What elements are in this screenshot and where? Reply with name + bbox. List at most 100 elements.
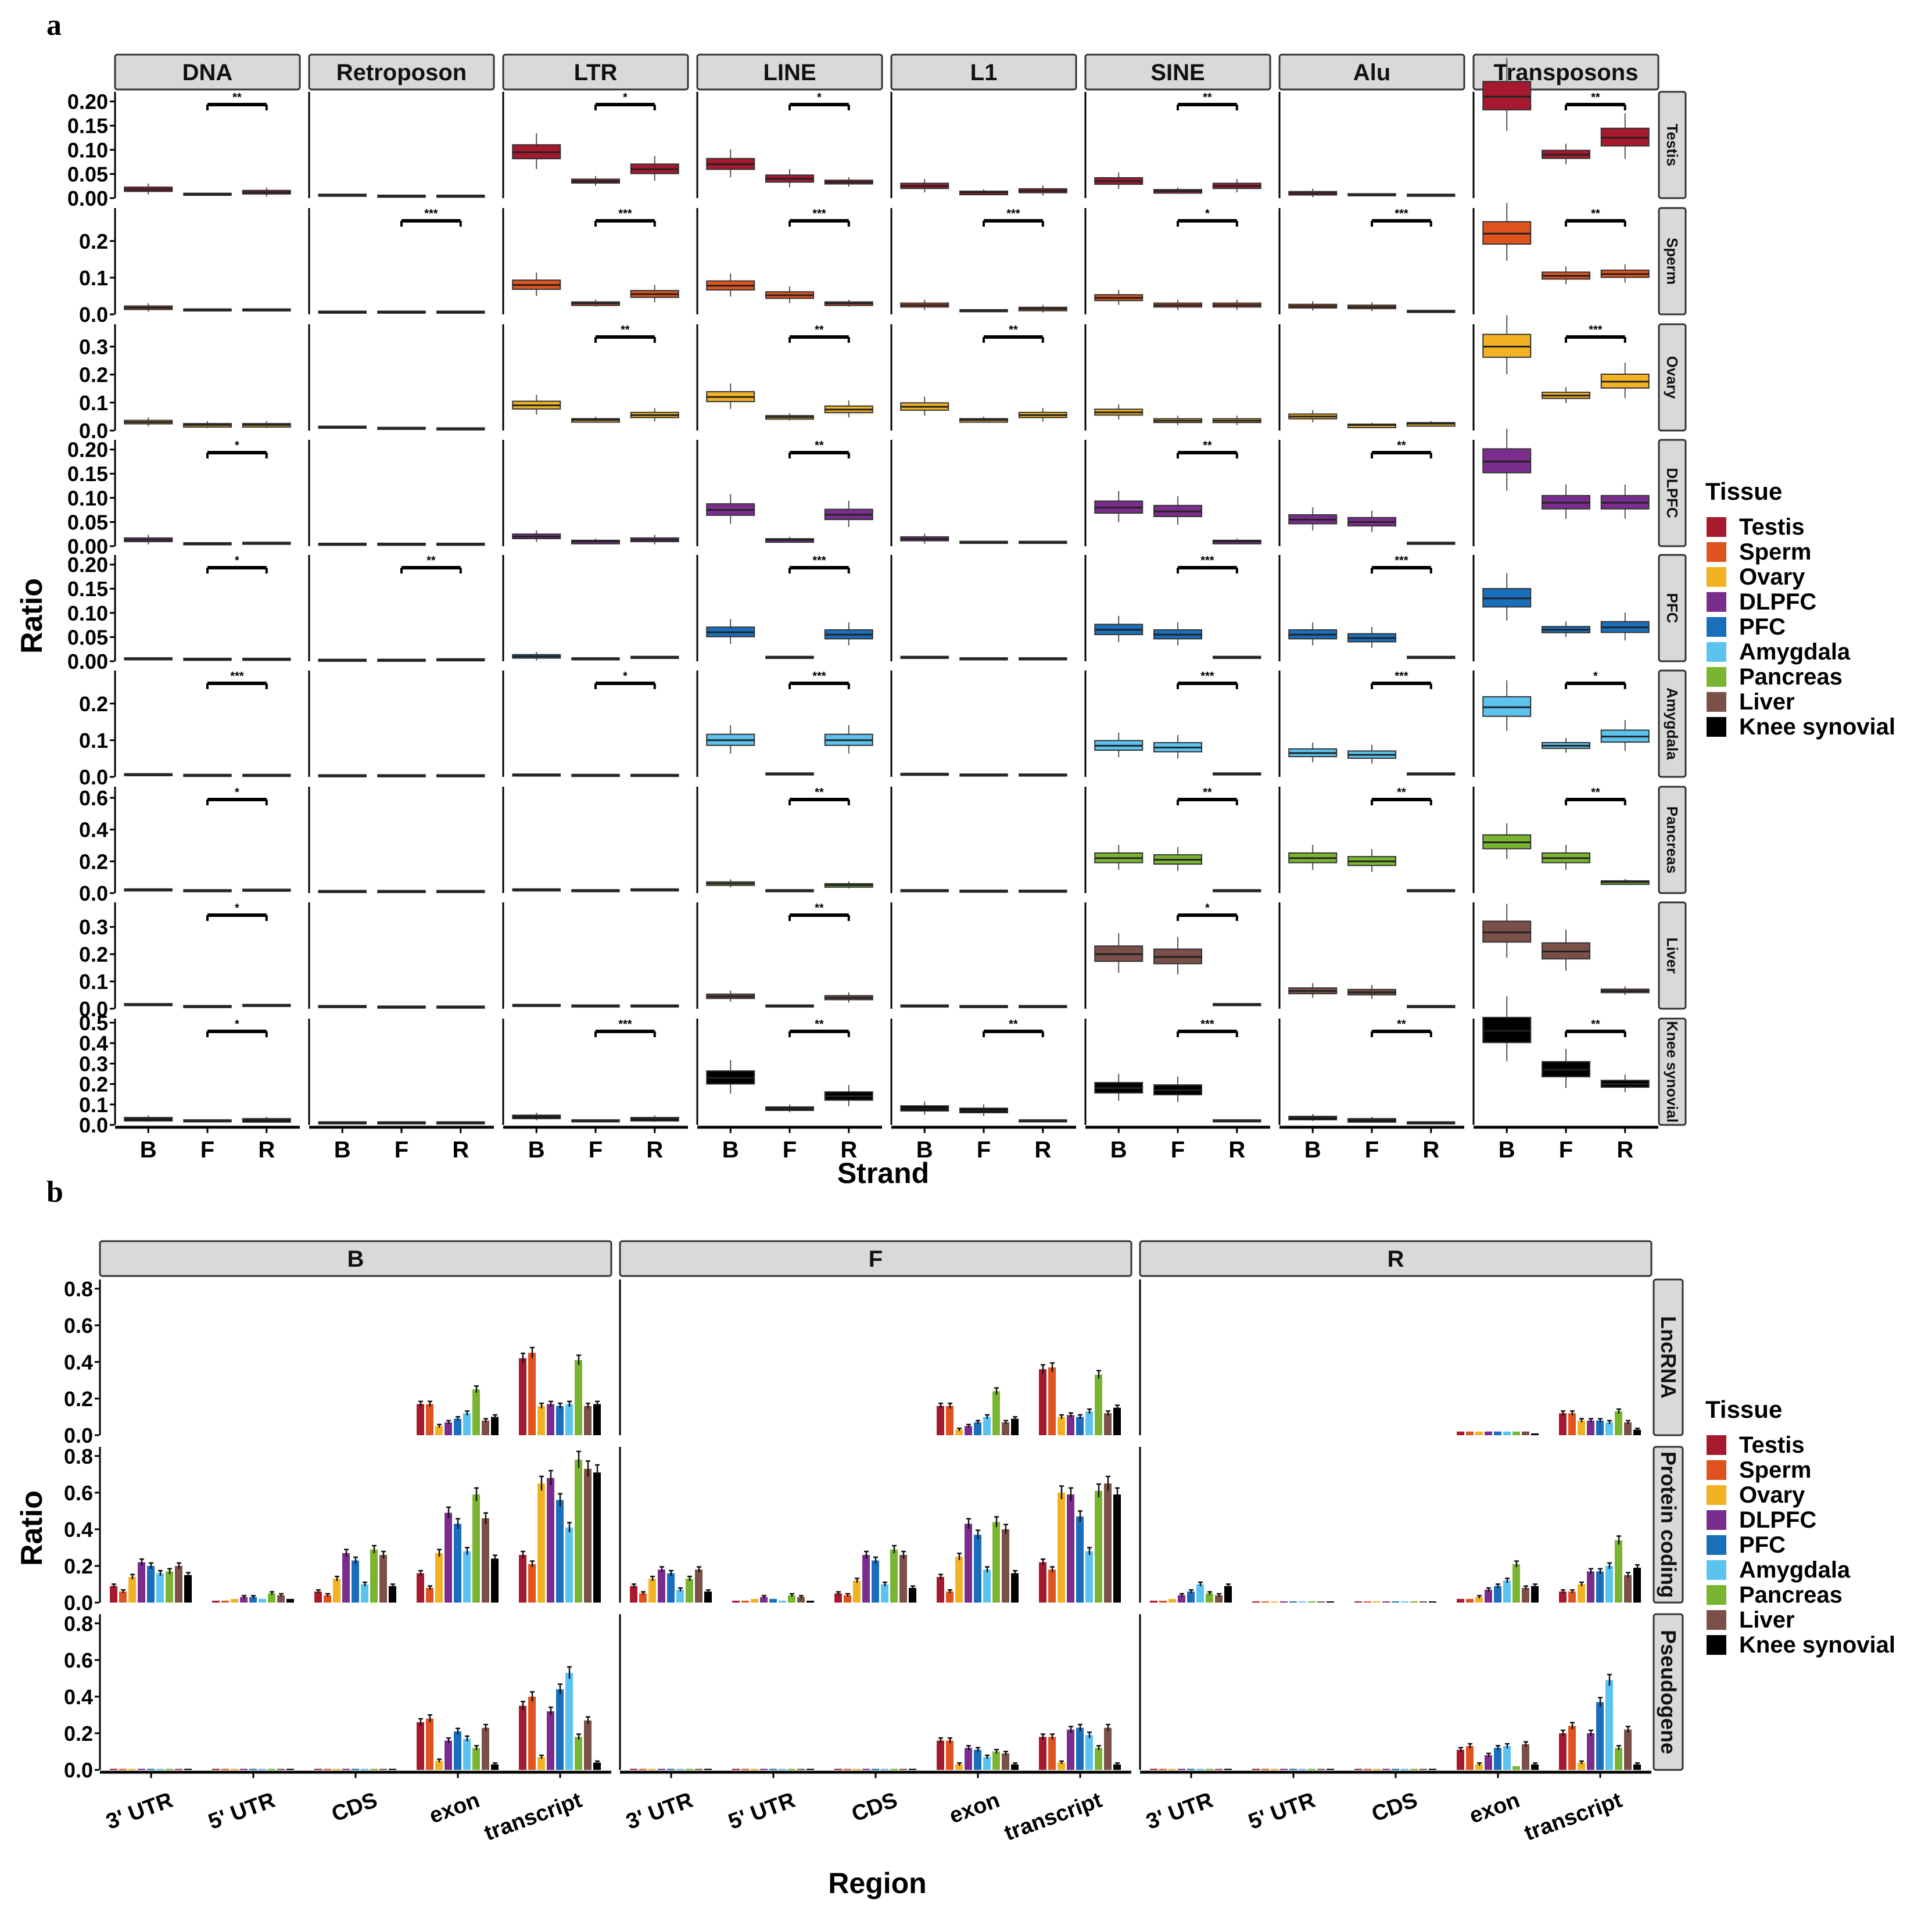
- bar: [1085, 1411, 1093, 1435]
- bar: [704, 1592, 712, 1603]
- bar: [528, 1353, 536, 1435]
- bar: [1011, 1573, 1019, 1603]
- bar: [324, 1595, 331, 1603]
- bar: [1382, 1769, 1390, 1770]
- strip-row-label: Testis: [1664, 124, 1681, 166]
- bar: [1420, 1769, 1427, 1770]
- bar: [648, 1769, 656, 1770]
- significance-label: **: [815, 439, 824, 452]
- x-tick-label: 5' UTR: [1245, 1788, 1318, 1834]
- y-tick-label: 0.4: [79, 818, 108, 842]
- bar: [519, 1705, 526, 1770]
- bar: [1578, 1584, 1585, 1603]
- x-tick-label: R: [1228, 1137, 1245, 1163]
- y-tick-label: 0.0: [79, 1113, 108, 1137]
- y-tick-label: 0.10: [67, 138, 108, 162]
- bar: [1058, 1762, 1065, 1770]
- x-tick-label: F: [977, 1137, 991, 1163]
- bar: [1633, 1568, 1641, 1603]
- bar: [1624, 1575, 1632, 1603]
- y-tick-label: 0.10: [67, 486, 108, 510]
- x-tick-label: exon: [946, 1788, 1003, 1829]
- legend-label: Testis: [1739, 514, 1805, 540]
- significance-label: ***: [1200, 554, 1214, 567]
- legend-label: Ovary: [1739, 564, 1805, 590]
- bar: [834, 1769, 842, 1770]
- bar: [1596, 1571, 1604, 1603]
- y-tick-label: 0.15: [67, 577, 108, 601]
- bar: [435, 1761, 443, 1770]
- significance-label: *: [235, 554, 239, 567]
- bar: [983, 1569, 991, 1603]
- bar: [231, 1598, 238, 1603]
- bar: [1605, 1565, 1613, 1603]
- bar: [1104, 1483, 1112, 1603]
- y-tick-label: 0.15: [67, 462, 108, 486]
- bar: [797, 1597, 805, 1603]
- bar: [853, 1580, 861, 1603]
- y-tick-label: 0.2: [79, 850, 108, 873]
- significance-label: ***: [1200, 670, 1214, 683]
- legend-label: Knee synovial: [1739, 714, 1895, 740]
- bar: [1578, 1762, 1585, 1770]
- y-axis-title-b: Ratio: [15, 1490, 49, 1566]
- bar: [212, 1600, 220, 1603]
- strip-col-label: L1: [970, 60, 998, 85]
- y-tick-label: 0.2: [64, 1387, 93, 1411]
- bar: [1048, 1367, 1056, 1435]
- strip-row-label: Amygdala: [1664, 687, 1681, 760]
- bar: [556, 1406, 564, 1435]
- bar: [537, 1757, 545, 1770]
- bar: [1308, 1601, 1316, 1603]
- bar: [1457, 1431, 1464, 1435]
- y-tick-label: 0.6: [79, 786, 108, 810]
- bar: [1261, 1601, 1269, 1603]
- bar: [946, 1592, 954, 1603]
- bar: [751, 1598, 758, 1603]
- y-tick-label: 0.0: [79, 419, 108, 443]
- x-tick-label: F: [1559, 1137, 1573, 1163]
- bar: [138, 1562, 145, 1603]
- significance-label: **: [426, 554, 436, 567]
- strip-row-8: [1658, 1017, 1687, 1126]
- bar: [1559, 1592, 1567, 1603]
- bar: [695, 1569, 702, 1603]
- bar: [965, 1426, 972, 1435]
- bar: [1485, 1589, 1492, 1603]
- bar: [472, 1494, 480, 1603]
- significance-label: *: [1593, 670, 1598, 683]
- bar: [872, 1560, 879, 1603]
- bar: [491, 1558, 499, 1603]
- x-tick-label: transcript: [1521, 1788, 1625, 1846]
- x-tick-label: 3' UTR: [1143, 1788, 1216, 1834]
- y-tick-label: 0.1: [79, 1093, 108, 1117]
- significance-label: **: [1203, 439, 1212, 452]
- bar: [1299, 1769, 1306, 1770]
- bar: [1327, 1769, 1334, 1770]
- x-tick-label: F: [589, 1137, 603, 1163]
- bar: [965, 1748, 972, 1770]
- bar: [426, 1404, 433, 1435]
- bar: [286, 1598, 294, 1603]
- significance-label: ***: [1395, 207, 1408, 220]
- y-tick-label: 0.8: [64, 1445, 93, 1468]
- bar: [1522, 1587, 1529, 1603]
- legend-swatch: [1707, 617, 1726, 637]
- legend-swatch: [1707, 1485, 1726, 1505]
- bar: [212, 1769, 220, 1770]
- strip-col-F: [619, 1240, 1132, 1277]
- strip-col-label: R: [1388, 1246, 1404, 1272]
- y-tick-label: 0.2: [64, 1722, 93, 1745]
- bar: [704, 1769, 712, 1770]
- bar: [1466, 1746, 1474, 1770]
- brow-1: 0.0 0.2 0.4 0.6 0.8 Protein coding: [64, 1445, 1684, 1615]
- y-tick-label: 0.6: [64, 1481, 93, 1505]
- strip-col-4: [890, 53, 1077, 91]
- bar: [1150, 1600, 1157, 1603]
- legend-label: Amygdala: [1739, 1557, 1851, 1583]
- bar: [899, 1769, 907, 1770]
- bar: [342, 1769, 350, 1770]
- x-tick-label: B: [1304, 1137, 1321, 1163]
